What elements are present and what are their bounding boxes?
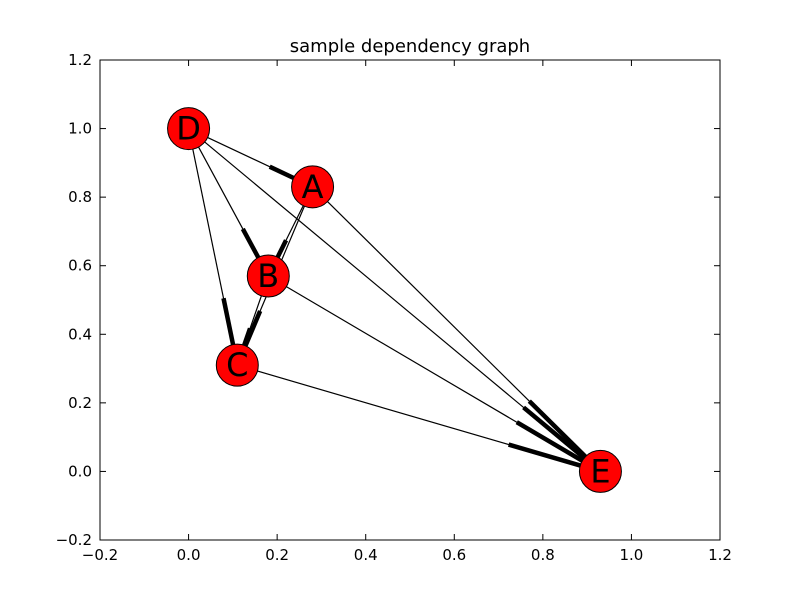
- x-tick-label: 1.2: [708, 546, 732, 564]
- node-label-A: A: [302, 168, 324, 206]
- y-tick-label: 0.2: [68, 394, 92, 412]
- edge-head-D-A: [268, 164, 296, 181]
- node-label-D: D: [176, 110, 201, 148]
- x-tick-label: 0.0: [177, 546, 201, 564]
- y-tick-label: 0.4: [68, 325, 92, 343]
- chart-title: sample dependency graph: [290, 36, 530, 57]
- x-tick-label: 0.2: [265, 546, 289, 564]
- edges-layer: [187, 128, 601, 473]
- y-tick-label: 0.0: [68, 462, 92, 480]
- node-label-C: C: [226, 346, 248, 384]
- nodes-layer: A B C D E: [167, 107, 622, 493]
- edge-head-C-E: [507, 442, 582, 468]
- y-tick-label: 1.0: [68, 120, 92, 138]
- x-tick-label: −0.2: [82, 546, 118, 564]
- plot-frame: [99, 59, 721, 541]
- node-D: [167, 107, 211, 151]
- y-tick-label: 0.8: [68, 188, 92, 206]
- node-label-E: E: [590, 452, 610, 490]
- node-E: [578, 449, 622, 493]
- node-label-B: B: [257, 257, 279, 295]
- edge-head-A-B: [275, 239, 289, 260]
- y-tick-label: 0.6: [68, 257, 92, 275]
- node-A: [291, 165, 335, 209]
- node-C: [215, 343, 259, 387]
- edge-head-D-B: [240, 227, 261, 260]
- edge-head-D-E: [522, 405, 587, 461]
- y-tick-label: 1.2: [68, 51, 92, 69]
- edge-head-B-C: [241, 327, 253, 347]
- x-tick-label: 1.0: [619, 546, 643, 564]
- edge-head-D-C: [221, 297, 236, 347]
- edge-head-B-E: [515, 420, 585, 464]
- edge-head-A-E: [527, 399, 588, 459]
- ticks-layer: −0.2 0.0 0.2 0.4 0.6 0.8 1.0 1.2 −0.2 0.0 0.2 0.4 0.…: [56, 51, 732, 564]
- y-tick-label: −0.2: [56, 531, 92, 549]
- x-tick-label: 0.4: [354, 546, 378, 564]
- x-tick-label: 0.8: [531, 546, 555, 564]
- x-tick-label: 0.6: [442, 546, 466, 564]
- node-B: [246, 254, 290, 298]
